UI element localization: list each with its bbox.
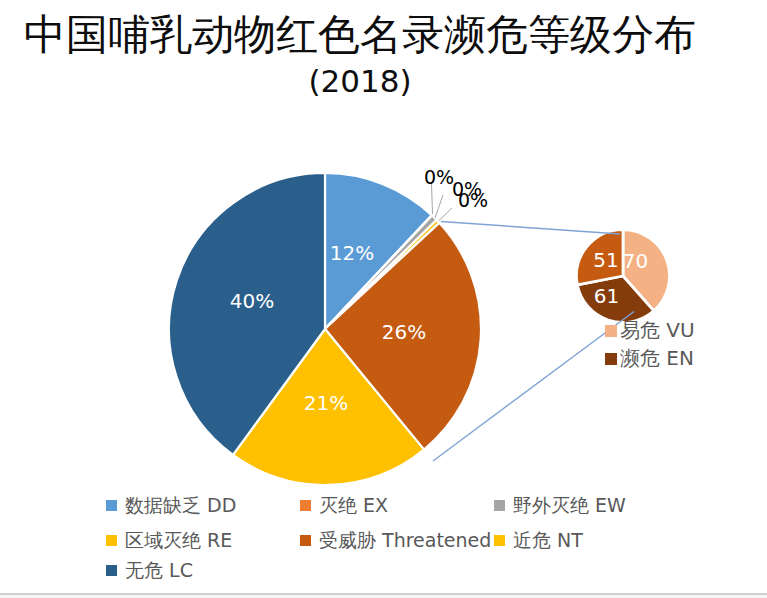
legend-label-dd: 数据缺乏 DD (125, 495, 236, 515)
legend-item-re: 区域灭绝 RE (106, 530, 232, 550)
legend-swatch-re (106, 535, 117, 546)
data-label-re: 0% (458, 191, 488, 210)
legend-label-ex: 灭绝 EX (319, 495, 388, 515)
data-label-4: 26% (382, 320, 426, 344)
leader-line-re (439, 208, 453, 221)
legend-swatch-threatened (300, 535, 311, 546)
data-label-ex: 0% (424, 168, 454, 187)
legend-swatch-en (605, 353, 617, 365)
legend-swatch-nt (494, 535, 505, 546)
data-label-6: 40% (230, 289, 274, 313)
secondary-legend-item-vu: 易危 VU (605, 320, 695, 341)
connector-line-top (441, 222, 620, 235)
chart-page: { "title": { "line1": "中国哺乳动物红色名录濒危等级分布"… (0, 0, 767, 598)
legend-label-lc: 无危 LC (125, 560, 193, 580)
data-label-5: 21% (304, 391, 348, 415)
legend-item-lc: 无危 LC (106, 560, 193, 580)
legend-label-vu: 易危 VU (620, 320, 695, 341)
secondary-legend-item-en: 濒危 EN (605, 348, 694, 369)
legend-label-nt: 近危 NT (513, 530, 583, 550)
secondary-data-label-0: 70 (623, 249, 648, 273)
legend-label-ew: 野外灭绝 EW (513, 495, 626, 515)
legend-item-ew: 野外灭绝 EW (494, 495, 626, 515)
main-pie (169, 173, 481, 485)
legend-swatch-dd (106, 500, 117, 511)
legend-item-dd: 数据缺乏 DD (106, 495, 236, 515)
leader-line-ew (435, 195, 443, 218)
legend-label-en: 濒危 EN (620, 348, 694, 369)
legend-swatch-ew (494, 500, 505, 511)
secondary-data-label-2: 51 (593, 248, 618, 272)
data-label-0: 12% (330, 241, 374, 265)
legend-label-re: 区域灭绝 RE (125, 530, 232, 550)
secondary-pie (576, 230, 669, 323)
legend-swatch-vu (605, 325, 617, 337)
legend-item-ex: 灭绝 EX (300, 495, 388, 515)
legend-item-threatened: 受威胁 Threatened (300, 530, 491, 550)
legend-label-threatened: 受威胁 Threatened (319, 530, 491, 550)
legend-item-nt: 近危 NT (494, 530, 583, 550)
legend-swatch-lc (106, 565, 117, 576)
secondary-data-label-1: 61 (594, 284, 619, 308)
legend-swatch-ex (300, 500, 311, 511)
